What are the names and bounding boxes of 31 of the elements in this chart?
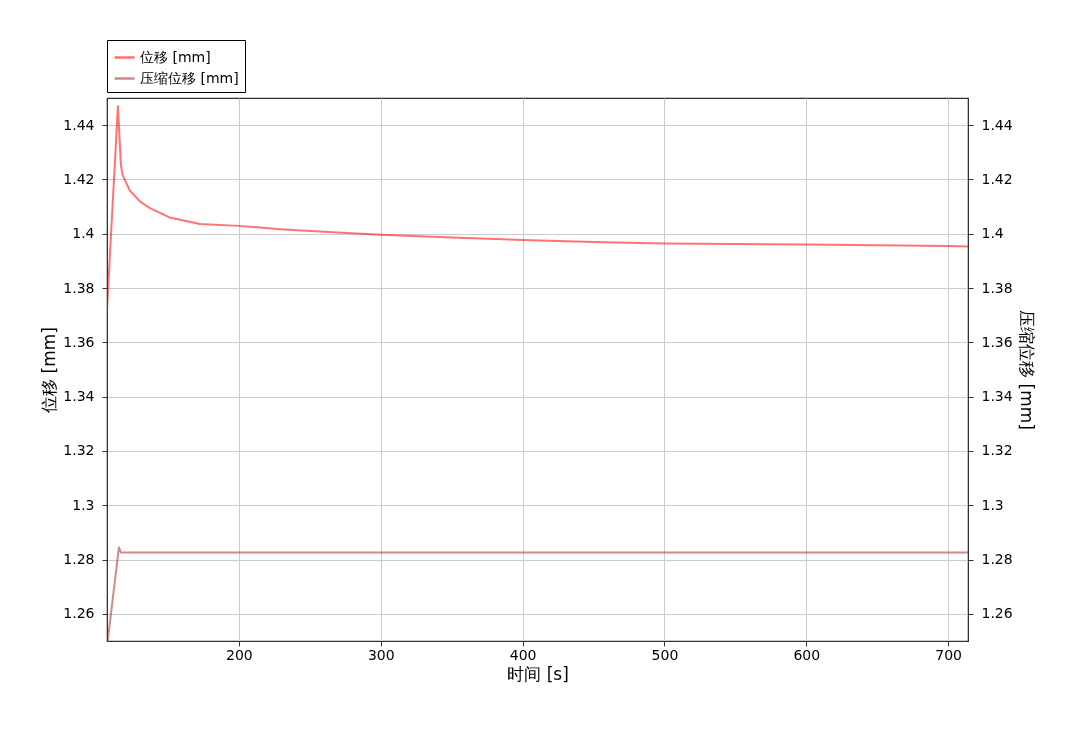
y-tick-label: 1.36 [63, 333, 95, 350]
y-axis-title: 位移 [mm] [39, 327, 60, 413]
x-tick-label: 700 [935, 646, 963, 663]
y-tick-label: 1.38 [63, 279, 95, 296]
y-tick-label: 1.32 [63, 442, 95, 459]
y2-tick-label: 1.36 [981, 333, 1013, 350]
y-tick-label: 1.44 [63, 116, 95, 133]
y2-tick-label: 1.4 [981, 225, 1004, 242]
x-tick-label: 300 [367, 646, 395, 663]
x-tick-label: 600 [793, 646, 821, 663]
y-tick-label: 1.4 [72, 225, 95, 242]
y-tick-label: 1.34 [63, 388, 95, 405]
y2-tick-label: 1.32 [981, 442, 1013, 459]
y-tick-label: 1.42 [63, 170, 95, 187]
y-tick-label: 1.3 [72, 496, 95, 513]
y2-tick-label: 1.44 [981, 116, 1013, 133]
y2-tick-label: 1.28 [981, 551, 1013, 568]
legend-label: 压缩位移 [mm] [140, 69, 239, 86]
x-tick-label: 400 [509, 646, 537, 663]
x-tick-label: 500 [651, 646, 679, 663]
x-axis-title: 时间 [s] [507, 663, 569, 684]
y2-tick-label: 1.42 [981, 170, 1013, 187]
legend-label: 位移 [mm] [140, 48, 211, 65]
y2-tick-label: 1.3 [981, 496, 1004, 513]
y2-axis-title: 压缩位移 [mm] [1016, 310, 1037, 430]
y-tick-label: 1.28 [63, 551, 95, 568]
y-tick-label: 1.26 [63, 605, 95, 622]
x-tick-label: 200 [226, 646, 253, 663]
y2-tick-label: 1.38 [981, 279, 1013, 296]
y2-tick-label: 1.34 [981, 388, 1013, 405]
y2-tick-label: 1.26 [981, 605, 1013, 622]
